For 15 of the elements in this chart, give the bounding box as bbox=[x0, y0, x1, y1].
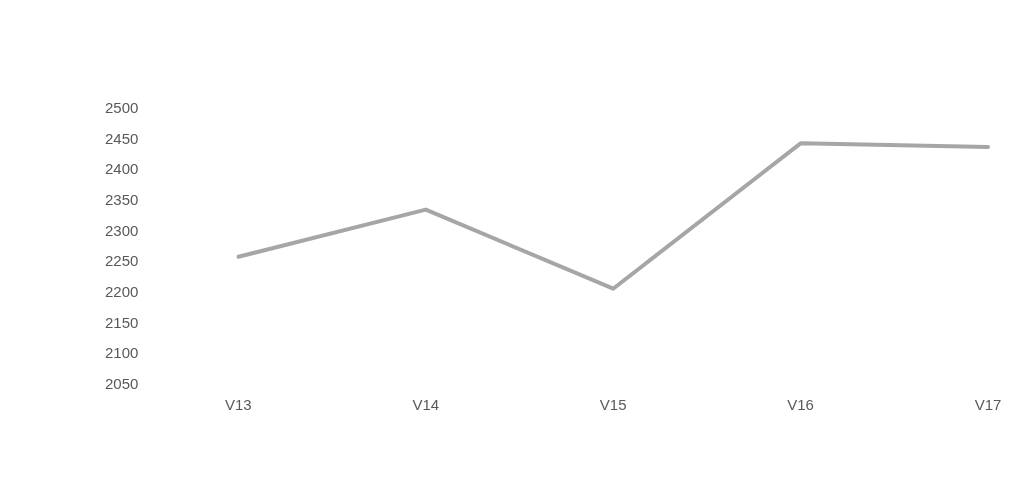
x-tick-label: V16 bbox=[787, 396, 814, 414]
y-tick-label: 2250 bbox=[104, 252, 139, 270]
y-tick-label: 2150 bbox=[104, 313, 139, 331]
x-tick-label: V15 bbox=[599, 396, 627, 414]
y-tick-label: 2100 bbox=[104, 344, 139, 362]
y-tick-label: 2300 bbox=[104, 221, 139, 239]
x-tick-label: V13 bbox=[225, 396, 252, 414]
y-tick-label: 2450 bbox=[104, 129, 139, 147]
y-tick-label: 2500 bbox=[104, 99, 139, 117]
x-tick-label: V17 bbox=[974, 396, 1002, 414]
x-tick-label: V14 bbox=[412, 396, 440, 414]
y-tick-label: 2200 bbox=[104, 283, 139, 301]
y-tick-label: 2350 bbox=[104, 191, 139, 209]
y-tick-label: 2400 bbox=[104, 160, 139, 178]
y-tick-label: 2050 bbox=[104, 375, 139, 393]
